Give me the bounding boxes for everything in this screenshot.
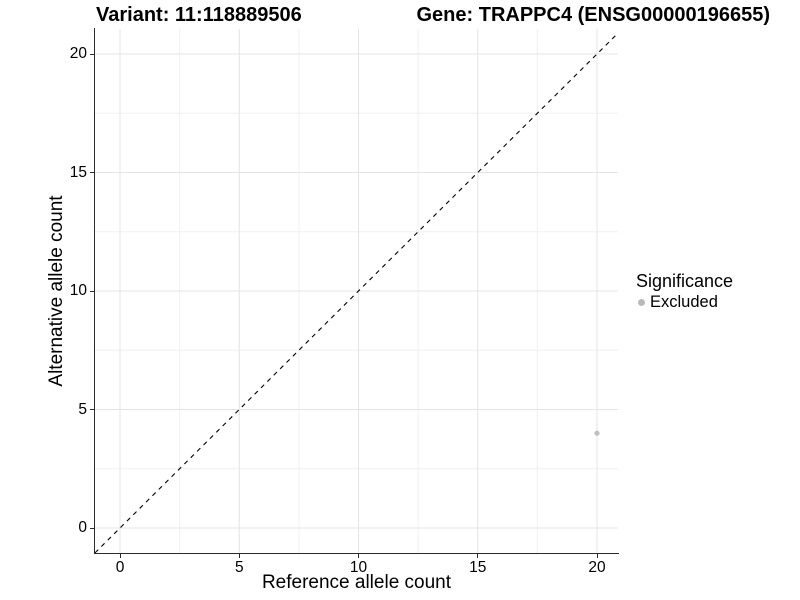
legend-title: Significance bbox=[636, 271, 734, 291]
legend-item-label: Excluded bbox=[650, 293, 718, 311]
legend: Significance Excluded bbox=[636, 271, 800, 312]
x-tick-label: 5 bbox=[234, 559, 244, 576]
x-tick-mark bbox=[358, 554, 359, 558]
x-axis-line bbox=[94, 553, 619, 554]
legend-item-excluded: Excluded bbox=[636, 293, 800, 312]
data-point bbox=[594, 430, 600, 436]
x-tick-mark bbox=[477, 554, 479, 558]
x-tick-mark bbox=[596, 554, 598, 558]
y-axis-title: Alternative allele count bbox=[46, 195, 67, 387]
x-tick-label: 15 bbox=[469, 559, 487, 576]
y-tick-mark bbox=[90, 290, 94, 292]
y-tick-label: 15 bbox=[69, 163, 87, 181]
y-tick-mark bbox=[90, 527, 94, 529]
y-tick-label: 0 bbox=[78, 519, 87, 536]
plot-panel bbox=[94, 29, 619, 554]
y-tick-mark bbox=[90, 172, 94, 173]
x-tick-mark bbox=[238, 554, 240, 558]
y-tick-mark bbox=[90, 53, 94, 55]
x-tick-label: 10 bbox=[349, 559, 368, 576]
y-axis-line bbox=[94, 28, 95, 554]
x-tick-label: 20 bbox=[588, 559, 606, 576]
excluded-point-marker-icon bbox=[638, 299, 645, 306]
variant-title: Variant: 11:118889506 bbox=[96, 4, 302, 26]
x-tick-label: 0 bbox=[115, 559, 125, 576]
y-tick-mark bbox=[90, 409, 94, 410]
x-tick-mark bbox=[119, 554, 121, 558]
scatter-plot-canvas bbox=[94, 29, 619, 554]
y-tick-label: 5 bbox=[78, 400, 87, 418]
y-tick-label: 20 bbox=[69, 45, 87, 62]
gene-title: Gene: TRAPPC4 (ENSG00000196655) bbox=[416, 4, 771, 26]
identity-reference-line bbox=[94, 32, 619, 554]
y-tick-label: 10 bbox=[69, 282, 87, 299]
x-axis-title: Reference allele count bbox=[261, 572, 452, 593]
